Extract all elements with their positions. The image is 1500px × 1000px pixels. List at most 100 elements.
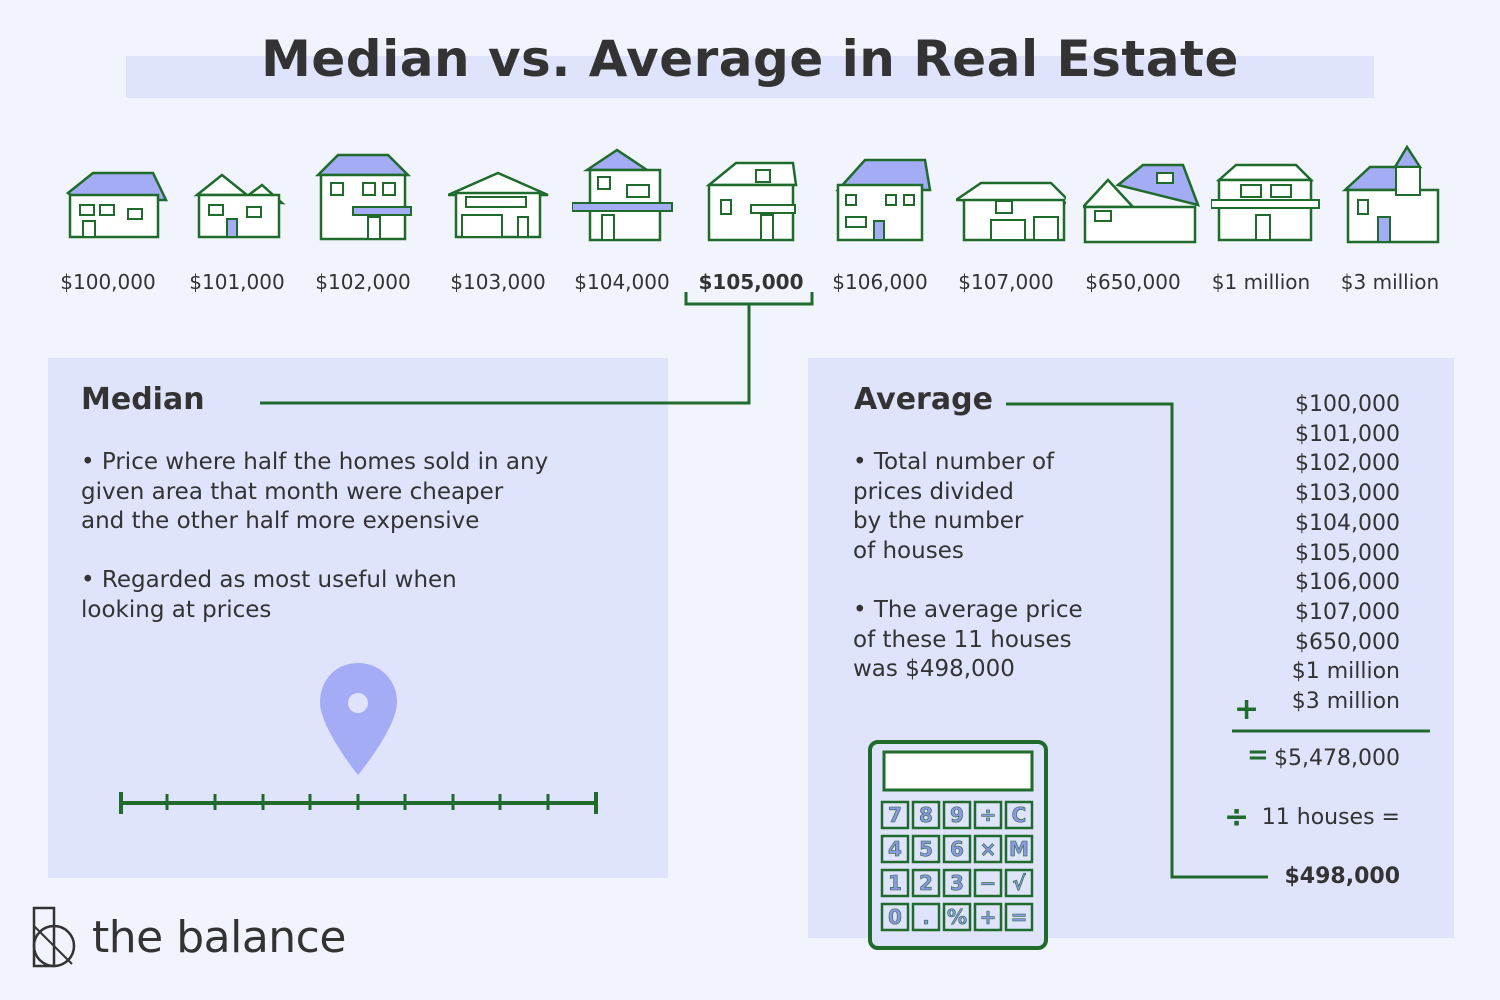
calculator-key-label: √ bbox=[1012, 871, 1026, 895]
house-item: $107,000 bbox=[941, 140, 1071, 300]
house-item: $101,000 bbox=[172, 140, 302, 300]
sum-item: $106,000 bbox=[1295, 570, 1400, 596]
sum-item: $100,000 bbox=[1295, 392, 1400, 417]
house-item: $1 million bbox=[1196, 140, 1326, 300]
calculator-key bbox=[942, 834, 972, 864]
house-price: $107,000 bbox=[958, 270, 1054, 294]
house-icon bbox=[448, 171, 549, 239]
house-price: $103,000 bbox=[450, 270, 546, 294]
calculator-key bbox=[880, 800, 910, 830]
calculator-key-label: 5 bbox=[919, 837, 933, 861]
house-icon bbox=[1083, 163, 1201, 244]
sum-item: $103,000 bbox=[1295, 481, 1400, 507]
calculator-key bbox=[973, 800, 1003, 830]
sum-item: $101,000 bbox=[1295, 421, 1400, 447]
house-price-median: $105,000 bbox=[698, 270, 804, 294]
house-item: $104,000 bbox=[557, 140, 687, 300]
calculator-key-label: . bbox=[922, 905, 930, 929]
median-heading: Median bbox=[81, 382, 205, 417]
house-icon bbox=[314, 153, 412, 241]
calculator-key bbox=[973, 902, 1003, 932]
house-price: $650,000 bbox=[1085, 270, 1181, 294]
calculator-key-label: ÷ bbox=[980, 803, 997, 827]
calculator-key-label: 3 bbox=[950, 871, 964, 895]
house-price: $100,000 bbox=[60, 270, 156, 294]
house-item: $105,000 bbox=[686, 140, 816, 300]
divide-sign: ÷ bbox=[1224, 800, 1250, 835]
calculator-key-label: 7 bbox=[888, 803, 902, 827]
house-price: $3 million bbox=[1340, 270, 1440, 294]
calculator-key-label: 8 bbox=[919, 803, 933, 827]
average-bullet-1: • Total number of prices divided by the … bbox=[853, 449, 1055, 564]
calculator-key-label: × bbox=[980, 837, 997, 861]
calculator-key-label: 2 bbox=[919, 871, 933, 895]
median-panel bbox=[48, 358, 668, 878]
house-icon bbox=[65, 171, 168, 239]
logo-text: the balance bbox=[92, 912, 346, 963]
houses-row: $100,000 $101,000 $102,000 bbox=[0, 140, 1500, 300]
calculator-keys: 7 8 9 ÷ C 4 5 6 × M 1 2 3− √ 0.% + = bbox=[880, 800, 1034, 932]
calculator-key bbox=[911, 800, 941, 830]
calculator-key-label: C bbox=[1012, 803, 1027, 827]
median-bullet-1: • Price where half the homes sold in any… bbox=[81, 449, 549, 534]
house-icon bbox=[705, 161, 798, 242]
sum-item: $650,000 bbox=[1295, 629, 1400, 655]
house-price: $1 million bbox=[1211, 270, 1311, 294]
average-heading: Average bbox=[854, 382, 993, 417]
house-icon bbox=[956, 181, 1066, 242]
house-price: $101,000 bbox=[189, 270, 285, 294]
calculator-key bbox=[973, 834, 1003, 864]
calculator-key-label: 4 bbox=[888, 837, 902, 861]
house-icon bbox=[835, 158, 932, 242]
house-icon bbox=[1211, 163, 1320, 242]
title-band bbox=[126, 56, 1374, 98]
calculator-key bbox=[880, 902, 910, 932]
calculator-key bbox=[973, 868, 1003, 898]
calculator-key bbox=[880, 868, 910, 898]
calculator-key bbox=[911, 834, 941, 864]
sum-list: $100,000 $101,000 $102,000 $103,000 $104,000… bbox=[1240, 390, 1400, 717]
divide-text: 11 houses = bbox=[1261, 805, 1400, 830]
house-price: $106,000 bbox=[832, 270, 928, 294]
house-icon bbox=[193, 173, 286, 239]
calculator-key-label: = bbox=[1011, 905, 1028, 929]
sum-item: $105,000 bbox=[1295, 540, 1400, 566]
calculator-key bbox=[880, 834, 910, 864]
median-timeline bbox=[119, 792, 598, 814]
calculator-key bbox=[911, 902, 941, 932]
calculator-key bbox=[942, 868, 972, 898]
house-item: $106,000 bbox=[815, 140, 945, 300]
sum-item: $1 million bbox=[1291, 659, 1400, 685]
calculator-key bbox=[1004, 834, 1034, 864]
calculator-key-label: 1 bbox=[888, 871, 902, 895]
house-price: $104,000 bbox=[574, 270, 670, 294]
location-pin-icon bbox=[320, 663, 397, 775]
calculator-key-label: − bbox=[980, 871, 997, 895]
median-bullet-2: • Regarded as most useful when looking a… bbox=[81, 567, 457, 623]
house-item: $103,000 bbox=[433, 140, 563, 300]
sum-item: $107,000 bbox=[1295, 599, 1400, 625]
calculator-key-label: % bbox=[947, 905, 967, 929]
average-bullet-2: • The average price of these 11 houses w… bbox=[853, 597, 1083, 682]
sum-item: $104,000 bbox=[1295, 510, 1400, 536]
plus-sign: + bbox=[1234, 692, 1260, 727]
median-bracket bbox=[684, 292, 814, 306]
calculator-key-label: 0 bbox=[888, 905, 902, 929]
calculator-key bbox=[911, 868, 941, 898]
calculator-key bbox=[1004, 800, 1034, 830]
house-item: $102,000 bbox=[298, 140, 428, 300]
calculator-key-label: M bbox=[1009, 837, 1029, 861]
house-item: $3 million bbox=[1325, 140, 1455, 300]
house-item: $100,000 bbox=[43, 140, 173, 300]
logo-icon bbox=[32, 906, 76, 968]
sum-item: $3 million bbox=[1291, 689, 1400, 715]
calculator-key-label: + bbox=[980, 905, 997, 929]
calculator-key bbox=[1004, 868, 1034, 898]
calculator-key bbox=[942, 902, 972, 932]
house-price: $102,000 bbox=[315, 270, 411, 294]
house-icon bbox=[1341, 145, 1440, 244]
page-title: Median vs. Average in Real Estate bbox=[261, 30, 1239, 88]
median-connector bbox=[260, 304, 751, 405]
equals-sign: = bbox=[1247, 740, 1269, 770]
